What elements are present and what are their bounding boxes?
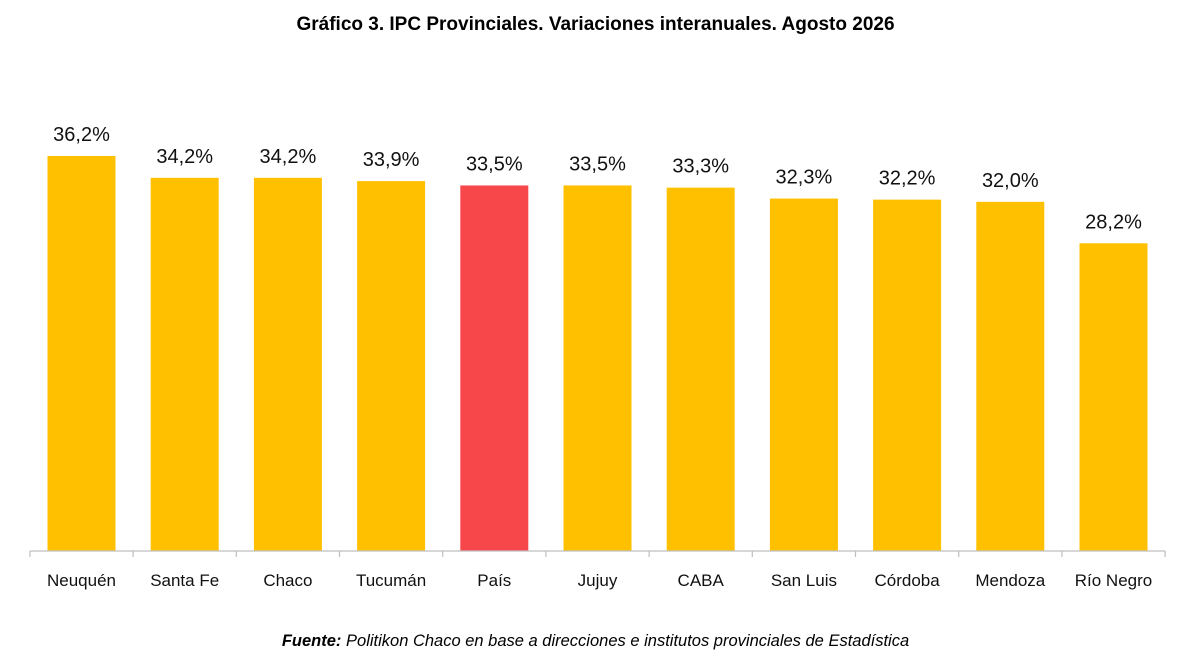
data-label-1: 34,2% xyxy=(156,146,213,168)
data-label-5: 33,5% xyxy=(569,153,626,175)
tick-labels-group: Neuquén Santa Fe Chaco Tucumán País Jujuy CABA… xyxy=(47,571,1152,590)
tick-label-8: Córdoba xyxy=(874,571,940,590)
source-text: Politikon Chaco en base a direcciones e … xyxy=(341,632,910,650)
bar-8 xyxy=(873,199,942,551)
tick-label-9: Mendoza xyxy=(975,571,1045,590)
bars-group xyxy=(47,156,1148,552)
bar-2 xyxy=(253,177,322,551)
tick-label-5: Jujuy xyxy=(578,571,618,590)
tick-label-6: CABA xyxy=(678,571,725,590)
data-label-8: 32,2% xyxy=(879,168,936,190)
source-label: Fuente: xyxy=(281,632,342,650)
bar-9 xyxy=(976,201,1045,551)
data-label-2: 34,2% xyxy=(260,146,317,168)
bar-3 xyxy=(357,181,426,551)
bar-7 xyxy=(769,198,838,552)
source-note: Fuente: Politikon Chaco en base a direcc… xyxy=(0,632,1191,651)
chart-title: Gráfico 3. IPC Provinciales. Variaciones… xyxy=(296,14,895,35)
tick-label-1: Santa Fe xyxy=(150,571,219,590)
data-label-6: 33,3% xyxy=(672,156,729,178)
bar-10 xyxy=(1079,243,1148,551)
bar-4 xyxy=(460,185,529,552)
bar-chart: 36,2% 34,2% 34,2% 33,9% 33,5% 33,5% 33,3% 32,3%… xyxy=(29,124,1166,590)
bar-5 xyxy=(563,185,632,552)
bar-6 xyxy=(666,187,735,551)
data-label-10: 28,2% xyxy=(1085,211,1142,233)
tick-label-4: País xyxy=(477,571,511,590)
data-label-9: 32,0% xyxy=(982,170,1039,192)
data-label-4: 33,5% xyxy=(466,153,523,175)
data-label-3: 33,9% xyxy=(363,149,420,171)
tick-label-2: Chaco xyxy=(263,571,312,590)
tick-label-3: Tucumán xyxy=(356,571,426,590)
x-axis xyxy=(29,550,1166,557)
tick-label-0: Neuquén xyxy=(47,571,116,590)
tick-label-7: San Luis xyxy=(771,571,837,590)
bar-1 xyxy=(150,177,219,551)
data-label-7: 32,3% xyxy=(776,167,833,189)
bar-0 xyxy=(47,156,116,551)
data-labels-group: 36,2% 34,2% 34,2% 33,9% 33,5% 33,5% 33,3% 32,3%… xyxy=(53,124,1142,233)
tick-label-10: Río Negro xyxy=(1075,571,1152,590)
data-label-0: 36,2% xyxy=(53,124,110,146)
